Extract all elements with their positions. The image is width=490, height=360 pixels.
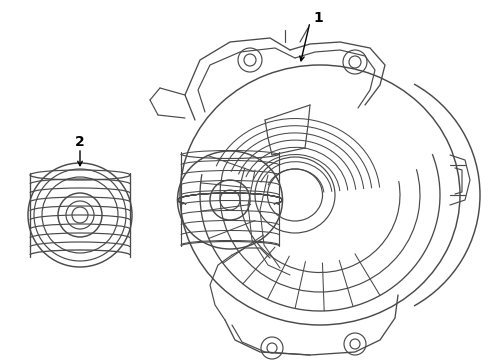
Text: 2: 2	[75, 135, 85, 149]
Text: 1: 1	[313, 11, 323, 25]
